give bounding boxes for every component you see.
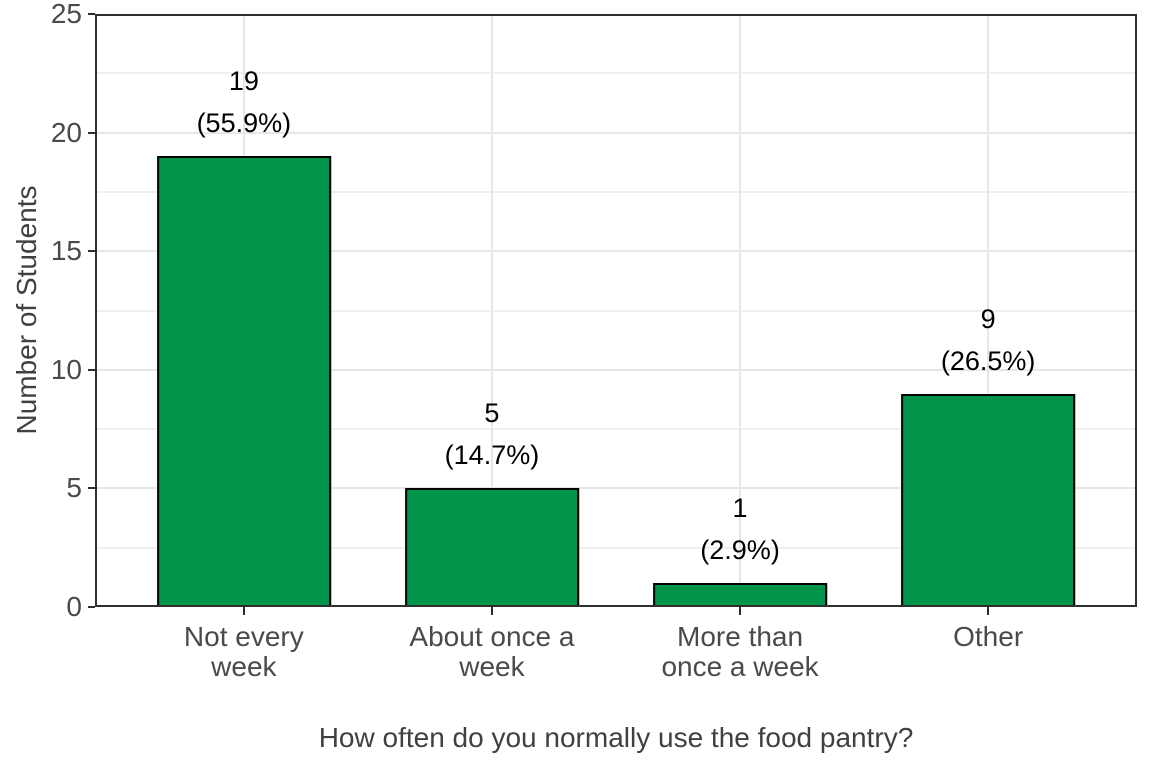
- y-axis-title: Number of Students: [11, 185, 42, 435]
- x-tick-mark: [987, 607, 990, 615]
- major-gridline: [95, 131, 1137, 134]
- y-tick-mark: [88, 13, 95, 15]
- y-tick-mark: [88, 487, 95, 490]
- bar-percent-label: (26.5%): [940, 345, 1036, 376]
- bar: [653, 583, 827, 607]
- bar-value-label: 9 (26.5%): [941, 298, 1036, 382]
- x-tick-label-line: once a week: [661, 651, 819, 682]
- category-gridline: [739, 14, 742, 607]
- minor-gridline: [95, 72, 1137, 75]
- y-tick-mark: [88, 250, 95, 253]
- x-tick-label: Not every week: [184, 622, 304, 682]
- plot-panel: 19 (55.9%) 5 (14.7%) 1 (2.9%) 9 (26.5%): [95, 14, 1137, 607]
- bar-count-label: 9: [980, 303, 996, 334]
- major-gridline: [95, 250, 1137, 253]
- bar: [157, 156, 331, 607]
- y-tick-label: 10: [50, 353, 82, 385]
- x-tick-label-line: Other: [953, 621, 1024, 652]
- major-gridline: [95, 487, 1137, 490]
- y-tick-mark: [88, 368, 95, 371]
- y-tick-label: 25: [50, 0, 82, 29]
- bar-percent-label: (14.7%): [444, 440, 540, 471]
- minor-gridline: [95, 309, 1137, 312]
- bar-count-label: 5: [484, 398, 500, 429]
- x-tick-label: Other: [953, 622, 1023, 652]
- x-tick-label-line: week: [459, 651, 525, 682]
- bar-count-label: 19: [228, 66, 259, 97]
- bar-value-label: 5 (14.7%): [445, 392, 540, 476]
- minor-gridline: [95, 428, 1137, 431]
- x-tick-label-line: Not every: [183, 621, 304, 652]
- x-axis-title: How often do you normally use the food p…: [318, 722, 914, 753]
- x-tick-mark: [490, 607, 493, 615]
- y-tick-label: 0: [66, 591, 82, 622]
- category-gridline: [490, 14, 493, 607]
- minor-gridline: [95, 190, 1137, 193]
- major-gridline: [95, 14, 1137, 15]
- major-gridline: [95, 368, 1137, 371]
- y-tick-mark: [88, 131, 95, 134]
- x-tick-label-line: week: [211, 651, 277, 682]
- bar: [405, 488, 579, 607]
- category-gridline: [987, 14, 990, 607]
- x-tick-label: About once a week: [409, 622, 574, 682]
- bar: [901, 393, 1075, 607]
- x-tick-label: More than once a week: [661, 622, 818, 682]
- y-tick-label: 15: [50, 235, 82, 267]
- x-tick-label-line: More than: [677, 621, 804, 652]
- y-tick-label: 5: [66, 472, 82, 504]
- x-tick-mark: [739, 607, 742, 615]
- x-tick-mark: [242, 607, 245, 615]
- minor-gridline: [95, 546, 1137, 549]
- x-tick-label-line: About once a: [409, 621, 575, 652]
- y-tick-mark: [88, 606, 95, 608]
- bar-count-label: 1: [732, 493, 748, 524]
- bar-value-label: 1 (2.9%): [700, 487, 780, 571]
- bar-value-label: 19 (55.9%): [197, 60, 292, 144]
- y-tick-label: 20: [50, 116, 82, 148]
- bar-percent-label: (55.9%): [196, 108, 292, 139]
- bar-percent-label: (2.9%): [700, 535, 780, 566]
